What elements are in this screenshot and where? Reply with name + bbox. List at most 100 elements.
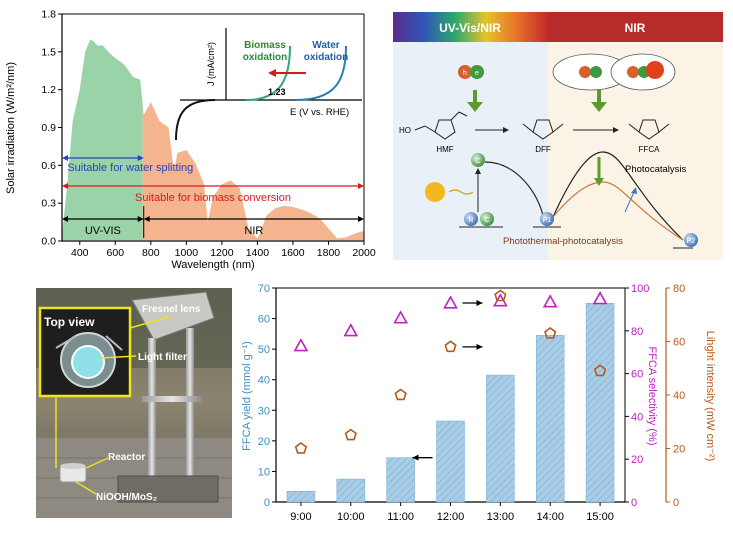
time-tick-label: 14:00 [536,511,564,523]
top-view-label: Top view [44,315,95,329]
fresnel-lens-label: Fresnel lens [142,304,201,315]
yield-tick-label: 40 [258,375,270,387]
timecourse-chart: 0 10 20 30 40 50 60 70 0 20 40 60 80 100 0 20 40 60 80 9:00… [241,283,716,523]
intensity-tick-label: 80 [673,283,685,295]
svg-text:e: e [475,70,479,77]
yield-bar [535,335,565,503]
state-p2-ball [684,233,698,247]
photocatalysis-label: Photocatalysis [625,164,687,175]
inset-polarization: J (mA/cm²) E (V vs. RHE) 1.23 Biomass oxi… [175,28,362,141]
reactor-photo-drawing: Top view Fresnel lens Light filter React… [36,288,232,518]
spectrum-chart: 400 600 800 1000 1200 1400 1600 1800 2000 0.0 0.3 0… [5,9,376,272]
yield-bar [386,457,415,503]
stand-base [117,475,219,503]
yield-tick-label: 10 [258,466,270,478]
selectivity-tick-label: 40 [631,411,643,423]
molecule-ffca [628,119,670,140]
spectrum-xlabel: Wavelength (nm) [171,259,254,271]
catalyst-label: NiOOH/MoS₂ [96,492,157,503]
yield-tick-label: 30 [258,405,270,417]
yield-bar [436,420,465,503]
selectivity-marker [542,294,558,308]
schematic-header-right: NIR [625,21,646,35]
y-tick-label: 0.3 [41,198,56,210]
selectivity-tick-label: 60 [631,369,643,381]
light-wave-icon [448,189,474,195]
x-tick-label: 1800 [317,247,341,259]
molecule-ffca-label: FFCA [639,145,661,154]
fresnel-lens [131,291,215,341]
molecule-hmf [414,111,468,140]
selectivity-marker [443,295,458,309]
state-p1-ball [540,212,554,226]
svg-text:R: R [468,217,473,224]
ho-label: HO [399,126,411,135]
inset-mark: 1.23 [268,87,286,97]
yield-bar [286,491,316,503]
selectivity-tick-label: 80 [631,326,643,338]
time-tick-label: 9:00 [290,511,311,523]
carrier-pair-right [579,61,664,79]
y-tick-label: 1.2 [41,84,56,96]
y-tick-label: 1.5 [41,46,56,58]
intensity-tick-label: 20 [673,444,685,456]
carrier-ball [480,212,494,226]
x-tick-label: 1200 [210,247,234,259]
inset-water-label: Water oxidation [304,40,348,63]
selectivity-marker [293,338,309,352]
yield-bar [486,374,515,503]
spectrum-nir-area [142,102,364,240]
selectivity-marker [393,310,409,324]
molecule-hmf-label: HMF [436,145,453,154]
sun-icon [425,182,445,202]
intensity-axis-label: Lihght intensity (mW cm⁻²) [704,331,716,462]
x-tick-label: 1400 [246,247,270,259]
time-tick-label: 12:00 [437,511,465,523]
water-splitting-label: Suitable for water splitting [67,162,193,174]
spectrum-uvvis-area [62,39,143,240]
intensity-tick-label: 60 [673,337,685,349]
intensity-tick-label: 40 [673,390,685,402]
excited-carrier [471,153,485,167]
schematic-panel: UV-Vis/NIR NIR h e HO HMF DFF [393,12,723,260]
x-tick-label: 400 [71,247,89,259]
intensity-marker [593,364,607,377]
time-tick-label: 13:00 [487,511,515,523]
intensity-marker [294,442,308,454]
radical-ball [464,212,478,226]
y-tick-label: 0.9 [41,122,56,134]
x-tick-label: 1000 [175,247,199,259]
schematic-header-left: UV-Vis/NIR [439,21,501,35]
molecule-dff-label: DFF [535,145,551,154]
yield-tick-label: 70 [258,283,270,295]
lowered-barrier-curve [552,181,684,241]
time-tick-label: 15:00 [586,511,614,523]
yield-axis-label: FFCA yield (mmol g⁻¹) [241,341,253,451]
light-filter-disc [71,345,105,379]
x-tick-label: 1600 [281,247,305,259]
svg-text:C: C [475,158,480,165]
yield-tick-label: 20 [258,436,270,448]
yield-bar [336,478,366,503]
stand-left-post [148,338,156,478]
ptpc-label: Photothermal-photocatalysis [503,236,623,247]
time-tick-label: 11:00 [387,511,414,523]
selectivity-axis-label: FFCA selectivity (%) [646,346,658,445]
svg-text:C: C [484,217,489,224]
selectivity-marker [343,323,359,337]
y-tick-label: 1.8 [41,9,56,21]
x-tick-label: 2000 [352,247,376,259]
timecourse-panel: 0 10 20 30 40 50 60 70 0 20 40 60 80 100 0 20 40 60 80 9:00… [240,278,733,545]
time-tick-label: 10:00 [337,511,365,523]
reactor-photo: Top view Fresnel lens Light filter React… [36,288,232,518]
inset-biomass-label: Biomass oxidation [243,40,287,63]
yield-bar [585,302,615,503]
region-label-nir: NIR [244,225,263,237]
yield-tick-label: 0 [264,497,270,509]
inset-xlabel: E (V vs. RHE) [290,107,349,118]
selectivity-tick-label: 0 [631,497,637,509]
selectivity-marker [592,291,608,305]
intensity-marker [444,340,457,353]
light-filter-label: Light filter [138,352,187,363]
selectivity-tick-label: 100 [631,283,649,295]
